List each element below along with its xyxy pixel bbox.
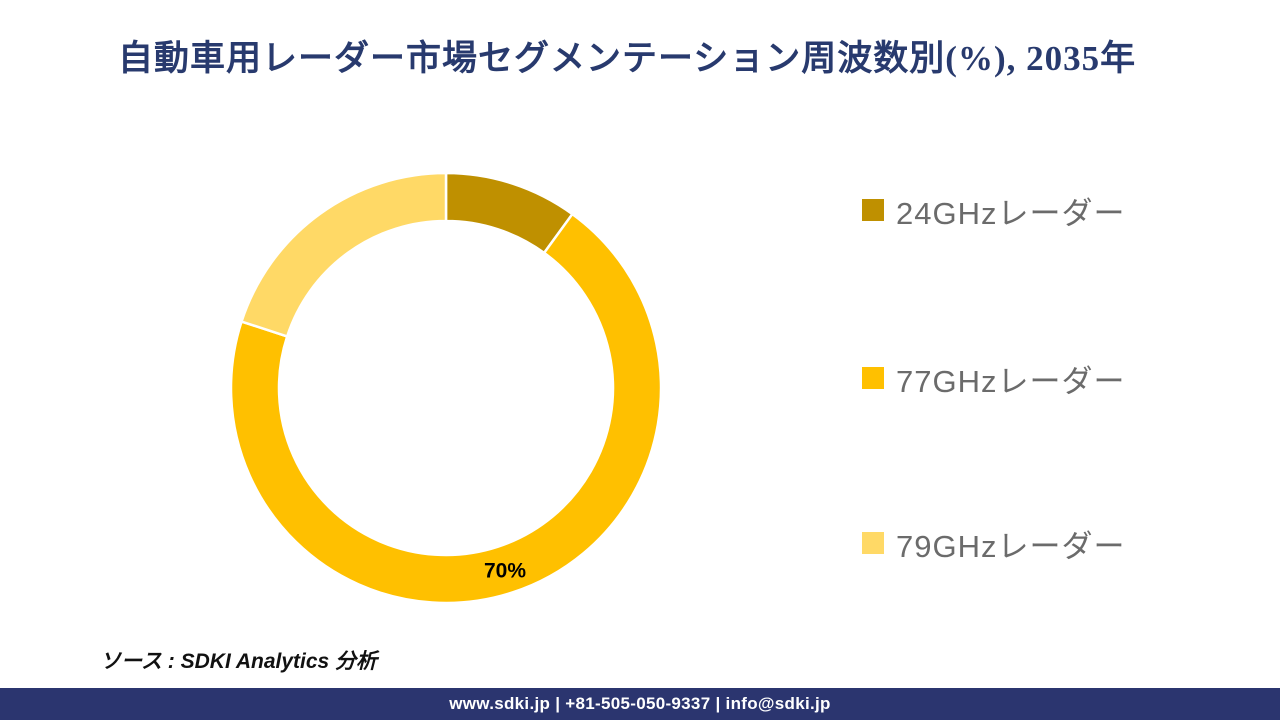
legend-label-24ghz: 24GHzレーダー <box>896 195 1126 231</box>
legend-marker-79ghz-icon <box>862 532 884 554</box>
footer-text: www.sdki.jp | +81-505-050-9337 | info@sd… <box>449 694 831 713</box>
chart-title: 自動車用レーダー市場セグメンテーション周波数別(%), 2035年 <box>118 39 1137 78</box>
legend-item-77ghz: 77GHzレーダー <box>862 361 1125 399</box>
footer-bar: www.sdki.jp | +81-505-050-9337 | info@sd… <box>0 688 1280 720</box>
legend-marker-24ghz-icon <box>862 199 884 221</box>
donut-segment-2 <box>240 171 448 338</box>
legend-item-79ghz: 79GHzレーダー <box>862 526 1125 564</box>
legend-label-79ghz: 79GHzレーダー <box>896 528 1126 564</box>
legend-label-77ghz: 77GHzレーダー <box>896 363 1126 399</box>
donut-segment-1 <box>229 212 663 605</box>
donut-slice-label-1: 70% <box>484 560 526 583</box>
legend: 24GHzレーダー 77GHzレーダー 79GHzレーダー <box>862 0 1192 620</box>
legend-item-24ghz: 24GHzレーダー <box>862 193 1125 231</box>
legend-marker-77ghz-icon <box>862 367 884 389</box>
source-line: ソース : SDKI Analytics 分析 <box>100 650 378 673</box>
